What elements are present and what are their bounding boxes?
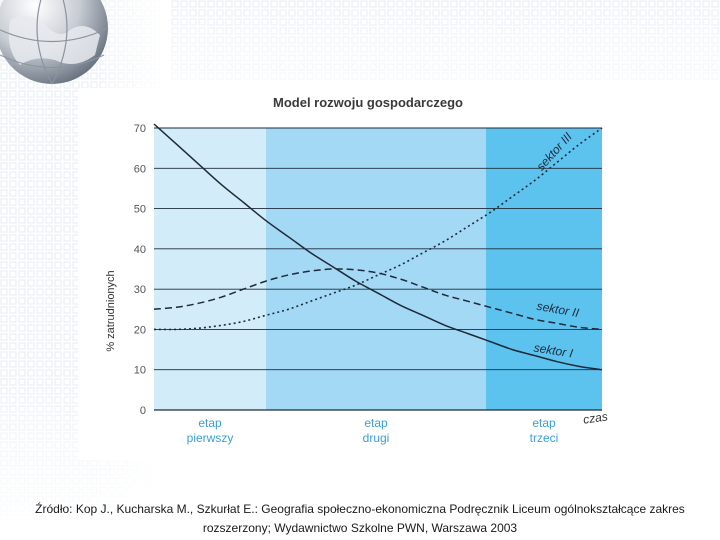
y-tick-label: 70 (134, 123, 146, 135)
y-tick-label: 40 (134, 244, 146, 256)
x-axis-label: czas (582, 409, 608, 426)
stage-band-1 (154, 128, 266, 410)
y-axis-ticks: 0 10 20 30 40 50 60 70 (134, 123, 146, 417)
stage-band-2 (266, 128, 486, 410)
y-axis-label: % zatrudnionych (105, 270, 117, 351)
source-caption-line-2: rozszerzony; Wydawnictwo Szkolne PWN, Wa… (202, 521, 518, 535)
gridlines (154, 127, 602, 411)
stage-label-line2: pierwszy (187, 431, 234, 445)
stage-label-line1: etap (532, 416, 556, 430)
stage-band-3 (486, 128, 602, 410)
chart-title: Model rozwoju gospodarczego (273, 95, 463, 110)
y-tick-label: 50 (134, 204, 146, 216)
series-line-1 (153, 123, 603, 371)
source-caption-line-1: Źródło: Kop J., Kucharska M., Szkurłat E… (35, 502, 685, 516)
chart-panel: Model rozwoju gospodarczego 0 10 20 30 40 50 6… (78, 88, 638, 460)
stage-bands (154, 128, 602, 410)
series-label: sektor I (533, 341, 575, 361)
chart: Model rozwoju gospodarczego 0 10 20 30 40 50 6… (105, 95, 609, 445)
y-tick-label: 10 (134, 365, 146, 377)
globe-icon (0, 0, 109, 85)
stage-label-line1: etap (364, 416, 388, 430)
series-line-2 (153, 268, 603, 331)
y-tick-label: 60 (134, 163, 146, 175)
stage-label-line2: trzeci (530, 431, 559, 445)
stage-label-line1: etap (198, 416, 222, 430)
stage-label-line2: drugi (363, 431, 390, 445)
series-lines (153, 123, 603, 371)
y-tick-label: 30 (134, 284, 146, 296)
y-tick-label: 20 (134, 324, 146, 336)
y-tick-label: 0 (140, 405, 146, 417)
